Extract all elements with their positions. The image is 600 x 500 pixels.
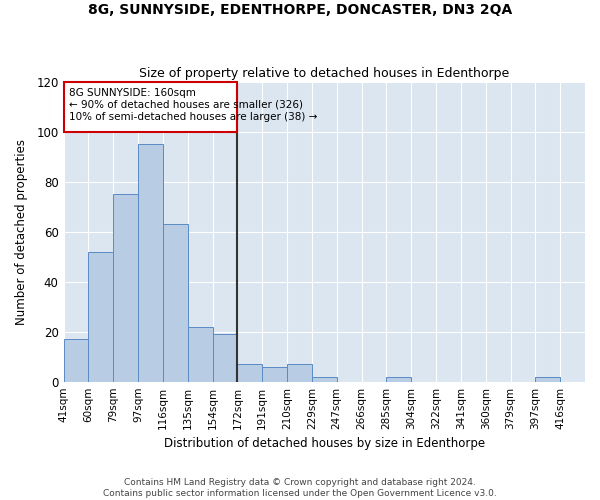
Bar: [386, 376, 411, 382]
Text: 10% of semi-detached houses are larger (38) →: 10% of semi-detached houses are larger (…: [68, 112, 317, 122]
Text: 8G SUNNYSIDE: 160sqm: 8G SUNNYSIDE: 160sqm: [68, 88, 196, 99]
Bar: [64, 82, 238, 132]
Bar: [188, 326, 212, 382]
Bar: [212, 334, 238, 382]
Bar: [163, 224, 188, 382]
Bar: [262, 366, 287, 382]
Text: Contains HM Land Registry data © Crown copyright and database right 2024.
Contai: Contains HM Land Registry data © Crown c…: [103, 478, 497, 498]
Text: ← 90% of detached houses are smaller (326): ← 90% of detached houses are smaller (32…: [68, 100, 302, 110]
Bar: [113, 194, 138, 382]
Bar: [312, 376, 337, 382]
Text: 8G, SUNNYSIDE, EDENTHORPE, DONCASTER, DN3 2QA: 8G, SUNNYSIDE, EDENTHORPE, DONCASTER, DN…: [88, 2, 512, 16]
Bar: [535, 376, 560, 382]
Bar: [138, 144, 163, 382]
Title: Size of property relative to detached houses in Edenthorpe: Size of property relative to detached ho…: [139, 66, 509, 80]
Bar: [64, 339, 88, 382]
Bar: [287, 364, 312, 382]
Y-axis label: Number of detached properties: Number of detached properties: [15, 139, 28, 325]
X-axis label: Distribution of detached houses by size in Edenthorpe: Distribution of detached houses by size …: [164, 437, 485, 450]
Bar: [238, 364, 262, 382]
Bar: [88, 252, 113, 382]
